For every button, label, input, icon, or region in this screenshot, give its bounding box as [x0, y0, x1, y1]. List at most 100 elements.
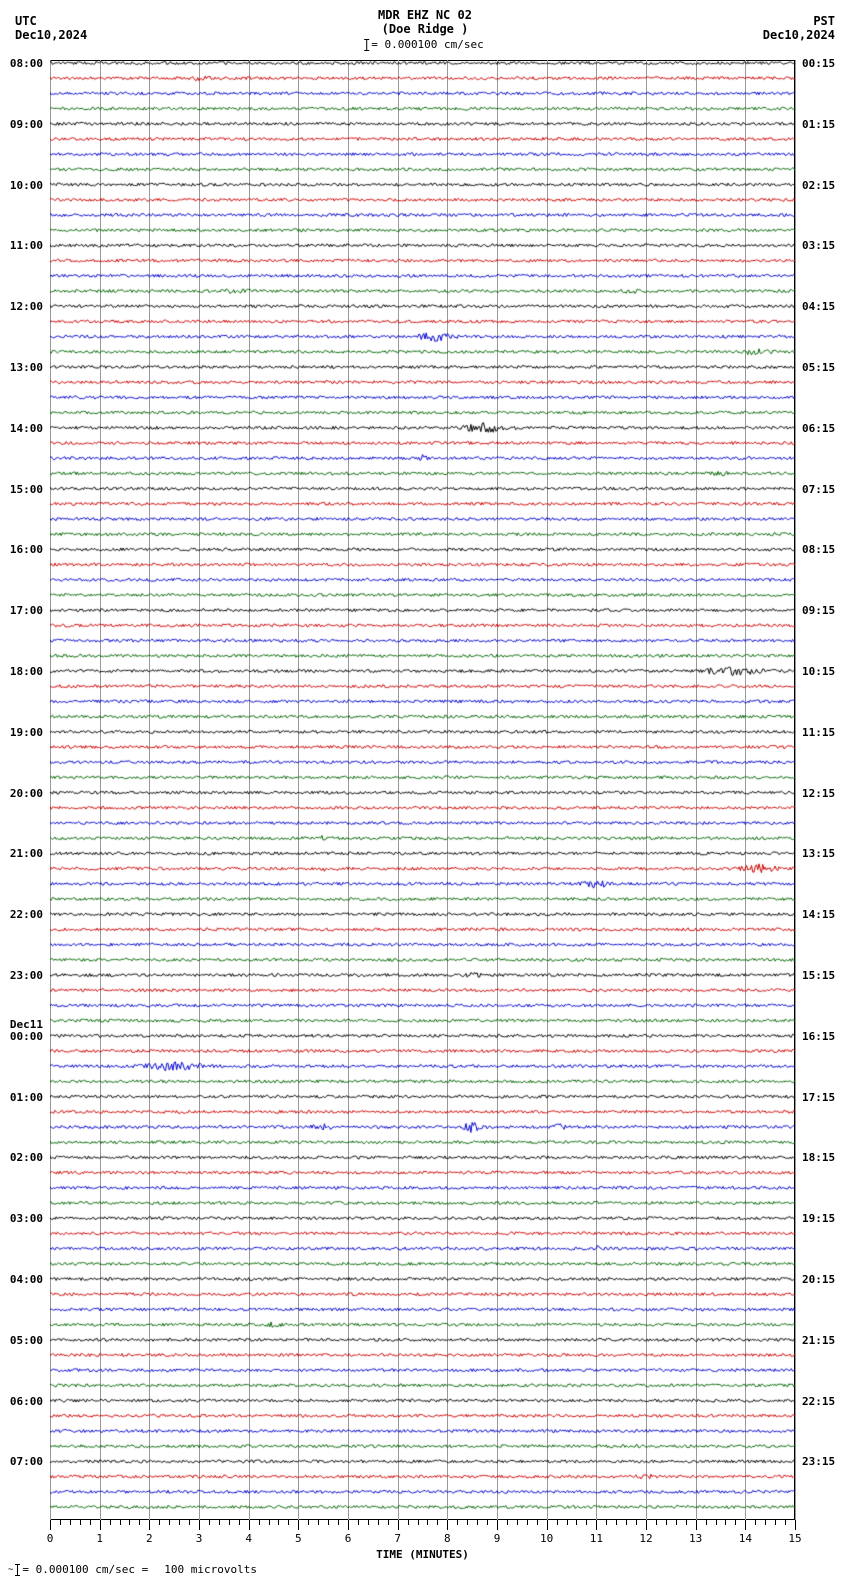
- x-tick-minor: [427, 1520, 428, 1525]
- x-tick-label: 6: [345, 1532, 352, 1545]
- utc-time-label: 13:00: [10, 361, 43, 374]
- x-tick-label: 11: [590, 1532, 603, 1545]
- x-tick-minor: [457, 1520, 458, 1525]
- x-tick-label: 3: [196, 1532, 203, 1545]
- pst-time-label: 23:15: [802, 1455, 835, 1468]
- x-tick-minor: [308, 1520, 309, 1525]
- x-tick-minor: [606, 1520, 607, 1525]
- utc-time-label: 03:00: [10, 1212, 43, 1225]
- station-location: (Doe Ridge ): [0, 22, 850, 36]
- utc-time-label: 12:00: [10, 300, 43, 313]
- utc-time-label: 20:00: [10, 787, 43, 800]
- x-tick-minor: [229, 1520, 230, 1525]
- x-tick-minor: [120, 1520, 121, 1525]
- x-tick-minor: [775, 1520, 776, 1525]
- pst-time-label: 04:15: [802, 300, 835, 313]
- x-tick: [149, 1520, 150, 1530]
- pst-time-label: 17:15: [802, 1091, 835, 1104]
- pst-time-label: 18:15: [802, 1151, 835, 1164]
- x-tick-minor: [278, 1520, 279, 1525]
- x-tick-label: 5: [295, 1532, 302, 1545]
- pst-time-label: 20:15: [802, 1273, 835, 1286]
- pst-time-label: 16:15: [802, 1030, 835, 1043]
- pst-header: PST: [813, 14, 835, 28]
- x-tick: [596, 1520, 597, 1530]
- footer-scale-bar-icon: [17, 1564, 18, 1576]
- x-tick: [547, 1520, 548, 1530]
- station-id: MDR EHZ NC 02: [0, 8, 850, 22]
- x-tick: [795, 1520, 796, 1530]
- x-tick-minor: [90, 1520, 91, 1525]
- x-tick-minor: [586, 1520, 587, 1525]
- pst-time-label: 10:15: [802, 665, 835, 678]
- x-tick-label: 9: [494, 1532, 501, 1545]
- x-tick: [298, 1520, 299, 1530]
- x-tick-label: 0: [47, 1532, 54, 1545]
- x-tick: [497, 1520, 498, 1530]
- x-tick: [745, 1520, 746, 1530]
- x-tick-minor: [656, 1520, 657, 1525]
- x-tick-minor: [368, 1520, 369, 1525]
- utc-time-label: 16:00: [10, 543, 43, 556]
- x-tick-label: 7: [394, 1532, 401, 1545]
- x-tick-minor: [765, 1520, 766, 1525]
- scale-bar-icon: [366, 39, 367, 51]
- utc-time-label: 00:00: [10, 1030, 43, 1043]
- x-tick-minor: [716, 1520, 717, 1525]
- x-tick-minor: [785, 1520, 786, 1525]
- x-tick-minor: [686, 1520, 687, 1525]
- pst-time-label: 15:15: [802, 969, 835, 982]
- x-tick-minor: [70, 1520, 71, 1525]
- seismogram-traces: [50, 60, 795, 1520]
- x-tick-minor: [567, 1520, 568, 1525]
- x-tick-minor: [636, 1520, 637, 1525]
- utc-time-label: 23:00: [10, 969, 43, 982]
- utc-time-label: 19:00: [10, 726, 43, 739]
- x-tick-minor: [527, 1520, 528, 1525]
- pst-time-label: 12:15: [802, 787, 835, 800]
- x-tick: [447, 1520, 448, 1530]
- x-tick-minor: [378, 1520, 379, 1525]
- x-tick-minor: [735, 1520, 736, 1525]
- pst-time-label: 14:15: [802, 908, 835, 921]
- utc-time-label: 18:00: [10, 665, 43, 678]
- grid-line: [795, 60, 796, 1520]
- pst-time-label: 09:15: [802, 604, 835, 617]
- x-tick-minor: [507, 1520, 508, 1525]
- pst-time-label: 19:15: [802, 1212, 835, 1225]
- x-tick-minor: [477, 1520, 478, 1525]
- x-tick: [199, 1520, 200, 1530]
- pst-time-label: 01:15: [802, 118, 835, 131]
- x-tick: [50, 1520, 51, 1530]
- x-tick: [398, 1520, 399, 1530]
- pst-time-label: 07:15: [802, 483, 835, 496]
- utc-time-label: 01:00: [10, 1091, 43, 1104]
- x-tick-minor: [517, 1520, 518, 1525]
- pst-time-label: 11:15: [802, 726, 835, 739]
- x-tick-minor: [259, 1520, 260, 1525]
- x-tick-minor: [60, 1520, 61, 1525]
- x-tick-minor: [358, 1520, 359, 1525]
- pst-time-label: 06:15: [802, 422, 835, 435]
- helicorder-plot: 08:0009:0010:0011:0012:0013:0014:0015:00…: [50, 60, 795, 1520]
- x-tick-label: 14: [739, 1532, 752, 1545]
- pst-date: Dec10,2024: [763, 28, 835, 42]
- utc-time-label: 11:00: [10, 239, 43, 252]
- x-tick-minor: [616, 1520, 617, 1525]
- x-tick-minor: [179, 1520, 180, 1525]
- x-tick-minor: [755, 1520, 756, 1525]
- x-tick-minor: [467, 1520, 468, 1525]
- x-tick-minor: [626, 1520, 627, 1525]
- x-tick: [348, 1520, 349, 1530]
- utc-date: Dec10,2024: [15, 28, 87, 42]
- x-tick-minor: [159, 1520, 160, 1525]
- pst-time-label: 22:15: [802, 1395, 835, 1408]
- x-tick-minor: [388, 1520, 389, 1525]
- x-tick-minor: [576, 1520, 577, 1525]
- utc-time-label: 10:00: [10, 179, 43, 192]
- utc-time-label: 04:00: [10, 1273, 43, 1286]
- pst-time-label: 02:15: [802, 179, 835, 192]
- pst-time-label: 03:15: [802, 239, 835, 252]
- x-tick-minor: [209, 1520, 210, 1525]
- x-tick-minor: [219, 1520, 220, 1525]
